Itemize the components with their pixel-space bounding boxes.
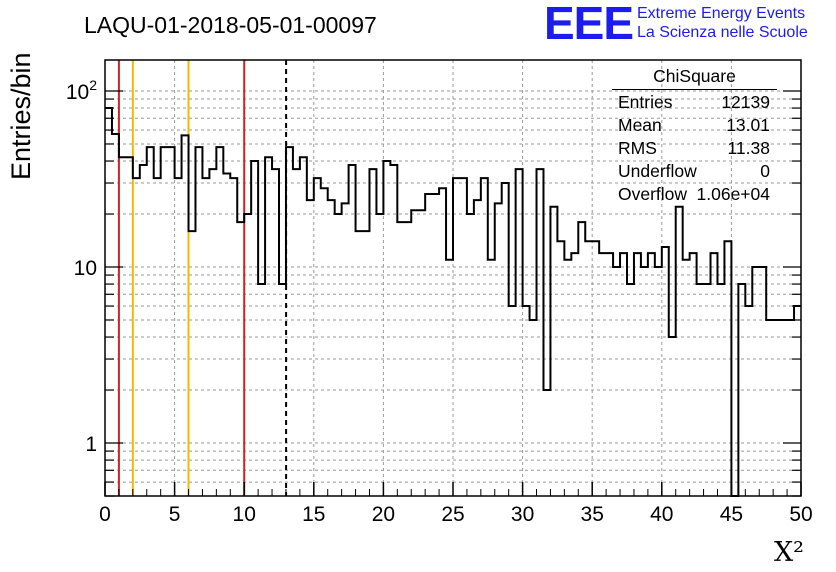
x-tick-label: 35 <box>581 503 604 526</box>
logo-line-2: La Scienza nelle Scuole <box>637 24 808 41</box>
stats-key: Entries <box>618 92 673 112</box>
stats-key: Mean <box>618 115 662 135</box>
x-tick-label: 45 <box>720 503 743 526</box>
x-tick-label: 10 <box>233 503 256 526</box>
x-axis-label: X² <box>773 537 804 568</box>
y-tick-label: 10 <box>74 257 97 280</box>
stats-value: 11.38 <box>727 138 771 158</box>
x-tick-label: 15 <box>302 503 325 526</box>
stats-name: ChiSquare <box>612 66 777 90</box>
eee-logo: EEE <box>544 0 634 49</box>
stats-value: 12139 <box>721 92 770 112</box>
axis-tick-labels: 0 5 10 15 20 25 30 35 40 45 50 1 10 102 <box>66 77 813 526</box>
y-tick-label: 102 <box>66 77 97 104</box>
stats-key: Overflow <box>618 184 688 204</box>
stats-row-rms: RMS 11.38 <box>612 137 777 160</box>
axis-ticks <box>104 90 802 497</box>
stats-key: RMS <box>618 138 657 158</box>
marker-lines <box>117 60 288 496</box>
x-tick-label: 30 <box>511 503 534 526</box>
stats-row-overflow: Overflow 1.06e+04 <box>612 183 777 206</box>
x-tick-label: 20 <box>372 503 395 526</box>
x-tick-label: 5 <box>169 503 181 526</box>
y-axis-label: Entries/bin <box>6 52 36 180</box>
x-tick-label: 25 <box>441 503 464 526</box>
stats-row-entries: Entries 12139 <box>612 91 777 114</box>
stats-value: 13.01 <box>726 115 770 135</box>
x-tick-label: 40 <box>650 503 673 526</box>
stats-value: 1.06e+04 <box>696 184 770 204</box>
x-tick-label: 50 <box>789 503 812 526</box>
histogram-line <box>105 107 801 497</box>
stats-box: ChiSquare Entries 12139 Mean 13.01 RMS 1… <box>612 66 777 206</box>
stats-value: 0 <box>760 161 770 181</box>
stats-row-underflow: Underflow 0 <box>612 160 777 183</box>
y-tick-label: 1 <box>85 433 97 456</box>
plot-title: LAQU-01-2018-05-01-00097 <box>84 12 377 38</box>
logo-line-1: Extreme Energy Events <box>637 5 806 22</box>
stats-key: Underflow <box>618 161 697 181</box>
x-tick-label: 0 <box>99 503 111 526</box>
stats-row-mean: Mean 13.01 <box>612 114 777 137</box>
